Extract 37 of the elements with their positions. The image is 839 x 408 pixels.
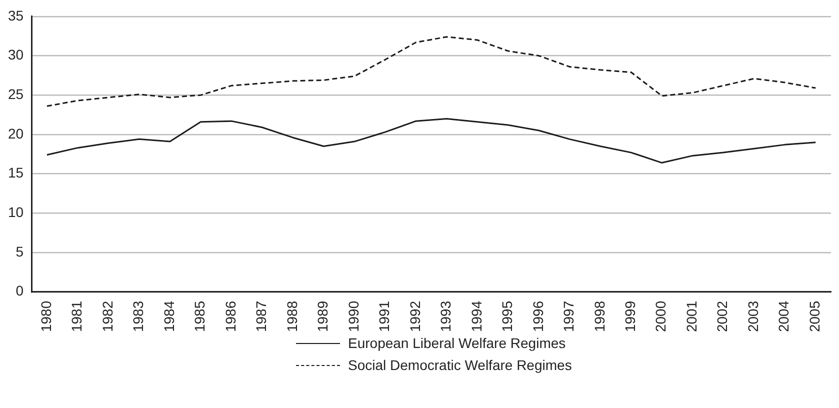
x-tick-label: 2005 [806,300,822,332]
x-tick-label: 1999 [622,300,638,332]
line-series [46,36,816,107]
x-tick-label: 1987 [253,300,270,332]
x-tick-label: 1997 [560,300,577,332]
x-tick-label: 2003 [744,300,761,332]
x-tick-label: 1992 [406,300,423,332]
y-tick-label: 10 [8,204,24,220]
x-tick-label: 1982 [99,300,116,332]
x-tick-label: 1990 [345,300,362,332]
x-tick-label: 1993 [438,300,454,332]
y-tick-label: 5 [16,243,24,260]
x-tick-label: 1995 [499,300,516,332]
x-tick-label: 2001 [683,300,700,332]
x-tick-label: 1996 [530,300,546,332]
x-tick-label: 1998 [591,300,608,332]
y-tick-label: 30 [8,46,24,63]
x-tick-label: 2002 [714,300,730,332]
x-tick-label: 1989 [314,300,331,332]
x-tick-label: 1984 [160,300,177,332]
x-tick-label: 1981 [68,300,85,332]
y-tick-label: 0 [16,282,24,299]
y-tick-label: 25 [8,86,24,102]
x-tick-label: 1986 [222,300,238,332]
y-tick-label: 15 [8,164,24,181]
legend-label: European Liberal Welfare Regimes [348,335,566,351]
x-tick-label: 1980 [38,300,54,332]
x-tick-label: 1983 [130,300,146,332]
x-tick-label: 2000 [652,300,669,332]
x-tick-label: 1991 [376,300,392,332]
x-tick-label: 2004 [776,300,792,332]
y-tick-label: 35 [8,7,24,24]
x-tick-label: 1985 [192,300,208,332]
y-tick-label: 20 [8,125,24,142]
x-tick-label: 1988 [284,300,300,332]
legend-label: Social Democratic Welfare Regimes [348,357,572,373]
x-tick-label: 1994 [468,300,484,332]
